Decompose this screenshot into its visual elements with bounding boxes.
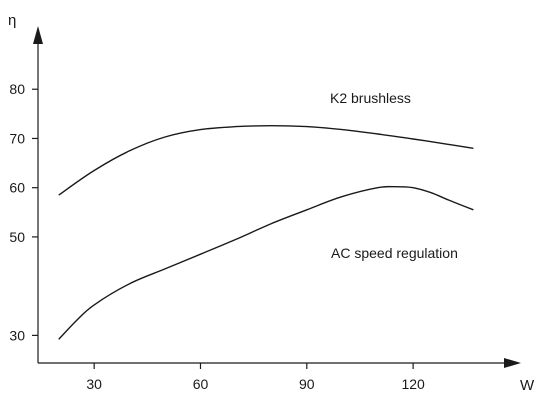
x-tick-label: 90: [299, 376, 315, 392]
series-line-2: [58, 185, 474, 340]
y-tick-label: 70: [9, 130, 25, 146]
y-axis-label: η: [8, 12, 16, 29]
axes: [33, 26, 521, 368]
series-label-1: K2 brushless: [330, 90, 411, 106]
y-tick-label: 30: [9, 327, 25, 343]
x-tick-label: 30: [86, 376, 102, 392]
x-tick-label: 60: [193, 376, 209, 392]
series-group: K2 brushless AC speed regulation: [58, 90, 474, 340]
series-line-1: [58, 124, 474, 196]
x-ticks: 30 60 90 120: [86, 363, 425, 392]
y-tick-label: 80: [9, 81, 25, 97]
y-axis-arrow: [33, 26, 43, 44]
series-label-2: AC speed regulation: [331, 245, 458, 261]
x-tick-label: 120: [401, 376, 425, 392]
y-tick-label: 60: [9, 180, 25, 196]
y-tick-label: 50: [9, 229, 25, 245]
x-axis-label: W: [520, 377, 535, 394]
y-ticks: 30 50 60 70 80: [9, 81, 38, 343]
x-axis-arrow: [504, 358, 521, 368]
